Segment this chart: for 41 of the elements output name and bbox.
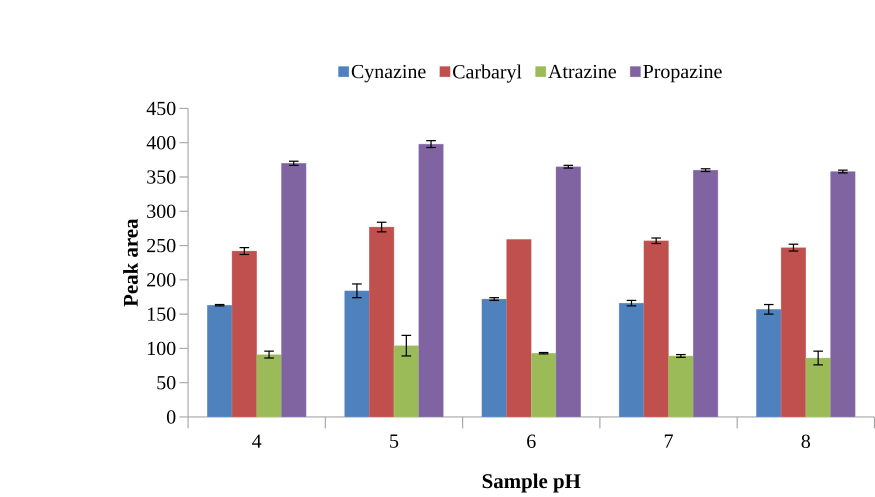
bar: [482, 299, 507, 418]
y-tick-label: 150: [148, 308, 176, 322]
bar: [344, 290, 370, 418]
x-axis-title: Sample pH: [482, 474, 581, 493]
bar: [756, 309, 782, 418]
y-tick-label: 0: [166, 410, 176, 424]
bar: [418, 144, 444, 418]
x-tick-label: 8: [802, 434, 810, 448]
y-tick-label: 250: [147, 239, 176, 253]
x-tick-label: 6: [527, 434, 536, 448]
y-tick-label: 100: [148, 342, 176, 356]
y-axis-title: Peak area: [123, 219, 138, 307]
legend-label: Carbaryl: [453, 64, 522, 83]
y-tick-label: 200: [147, 273, 176, 287]
bar: [394, 346, 419, 418]
bar: [256, 354, 282, 418]
x-tick-label: 5: [390, 434, 398, 448]
bar: [281, 163, 306, 418]
bar: [556, 166, 581, 418]
bar: [780, 248, 806, 418]
bar: [369, 227, 394, 418]
bar: [806, 358, 831, 418]
bar: [644, 240, 669, 418]
bar: [693, 170, 718, 418]
y-tick-label: 450: [146, 102, 176, 116]
y-tick-label: 350: [147, 170, 176, 184]
bar: [207, 305, 232, 418]
x-tick-label: 7: [664, 434, 673, 448]
x-tick-label: 4: [252, 434, 262, 448]
legend-label: Atrazine: [548, 65, 616, 78]
bar: [232, 251, 257, 418]
bar: [506, 239, 532, 418]
bar: [830, 172, 856, 418]
y-tick-label: 50: [157, 376, 176, 390]
y-tick-label: 400: [146, 136, 176, 150]
bar: [668, 356, 694, 418]
y-tick-label: 300: [147, 204, 176, 218]
legend-label: Cynazine: [352, 65, 426, 83]
legend-label: Propazine: [643, 65, 722, 83]
bar: [618, 303, 644, 418]
bar: [531, 353, 556, 418]
